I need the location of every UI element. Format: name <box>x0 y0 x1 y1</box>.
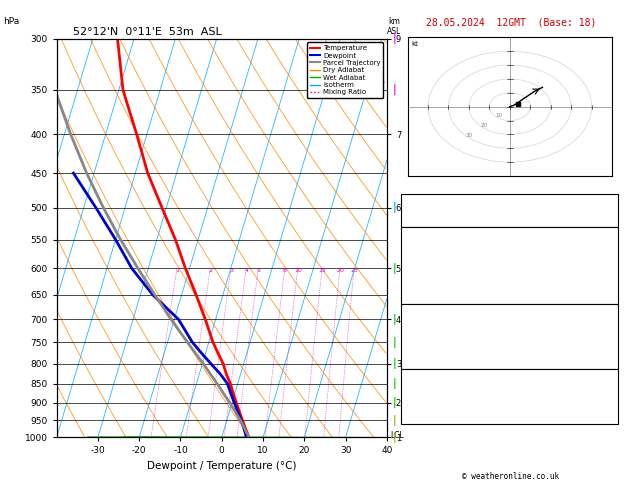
Y-axis label: Mixing Ratio (g/kg): Mixing Ratio (g/kg) <box>404 198 413 278</box>
Text: Dewp (°C): Dewp (°C) <box>405 250 450 259</box>
Text: hPa: hPa <box>3 17 19 26</box>
Text: |: | <box>392 397 396 408</box>
Text: kt: kt <box>412 41 418 47</box>
Text: 52°12'N  0°11'E  53m  ASL: 52°12'N 0°11'E 53m ASL <box>73 27 222 37</box>
Text: 295: 295 <box>599 261 615 270</box>
Text: 300: 300 <box>599 327 615 336</box>
Text: PW (cm): PW (cm) <box>405 217 440 226</box>
Text: K: K <box>405 195 410 205</box>
Text: |: | <box>392 358 396 369</box>
Text: 28.05.2024  12GMT  (Base: 18): 28.05.2024 12GMT (Base: 18) <box>426 17 596 27</box>
Text: 3: 3 <box>229 268 233 273</box>
Text: 38: 38 <box>604 381 615 390</box>
Text: 18: 18 <box>604 414 615 423</box>
Text: θₑ (K): θₑ (K) <box>405 327 435 336</box>
Text: StmSpd (kt): StmSpd (kt) <box>405 414 460 423</box>
Text: Totals Totals: Totals Totals <box>405 206 470 215</box>
Text: 10: 10 <box>294 268 302 273</box>
Text: 4: 4 <box>244 268 248 273</box>
Text: 9: 9 <box>610 195 615 205</box>
Text: 1.43: 1.43 <box>594 217 615 226</box>
Text: |: | <box>392 378 396 389</box>
Text: 0: 0 <box>610 359 615 368</box>
Text: 20: 20 <box>336 268 344 273</box>
Text: CIN (J): CIN (J) <box>405 359 440 368</box>
Text: EH: EH <box>405 381 415 390</box>
Text: Surface: Surface <box>493 228 527 237</box>
Text: 11: 11 <box>604 272 615 281</box>
Text: Lifted Index: Lifted Index <box>405 337 465 347</box>
Text: © weatheronline.co.uk: © weatheronline.co.uk <box>462 472 559 481</box>
Text: |: | <box>392 432 396 443</box>
Text: 317°: 317° <box>594 403 615 412</box>
Text: |: | <box>392 314 396 325</box>
Text: 5: 5 <box>257 268 260 273</box>
Text: 7: 7 <box>610 337 615 347</box>
Text: Hodograph: Hodograph <box>487 370 532 380</box>
Text: 42: 42 <box>604 392 615 401</box>
Text: LCL: LCL <box>390 431 404 440</box>
Text: |: | <box>392 203 396 213</box>
Text: CIN (J): CIN (J) <box>405 294 440 303</box>
Text: 6.6: 6.6 <box>599 239 615 248</box>
Text: Lifted Index: Lifted Index <box>405 272 465 281</box>
Text: |: | <box>392 34 396 44</box>
Text: |: | <box>392 263 396 274</box>
Text: CAPE (J): CAPE (J) <box>405 348 445 358</box>
Text: 43: 43 <box>604 206 615 215</box>
Text: 0: 0 <box>610 348 615 358</box>
Text: SREH: SREH <box>405 392 425 401</box>
Text: Temp (°C): Temp (°C) <box>405 239 450 248</box>
Text: |: | <box>392 337 396 347</box>
Text: 30: 30 <box>465 133 472 138</box>
Text: 0: 0 <box>610 294 615 303</box>
Text: 25: 25 <box>350 268 358 273</box>
Text: 6: 6 <box>610 250 615 259</box>
Text: 8: 8 <box>283 268 287 273</box>
Text: km
ASL: km ASL <box>387 17 401 36</box>
Text: θₑ(K): θₑ(K) <box>405 261 430 270</box>
Text: CAPE (J): CAPE (J) <box>405 283 445 292</box>
Text: Most Unstable: Most Unstable <box>477 305 542 314</box>
Text: |: | <box>392 415 396 426</box>
Text: 800: 800 <box>599 315 615 325</box>
Text: 10: 10 <box>495 113 502 118</box>
Text: 2: 2 <box>208 268 213 273</box>
X-axis label: Dewpoint / Temperature (°C): Dewpoint / Temperature (°C) <box>147 461 296 471</box>
Text: StmDir: StmDir <box>405 403 435 412</box>
Text: Pressure (mb): Pressure (mb) <box>405 315 470 325</box>
Legend: Temperature, Dewpoint, Parcel Trajectory, Dry Adiabat, Wet Adiabat, Isotherm, Mi: Temperature, Dewpoint, Parcel Trajectory… <box>307 42 383 98</box>
Text: 0: 0 <box>610 283 615 292</box>
Text: 1: 1 <box>175 268 179 273</box>
Text: |: | <box>392 85 396 95</box>
Text: 20: 20 <box>481 122 487 128</box>
Text: 15: 15 <box>318 268 326 273</box>
